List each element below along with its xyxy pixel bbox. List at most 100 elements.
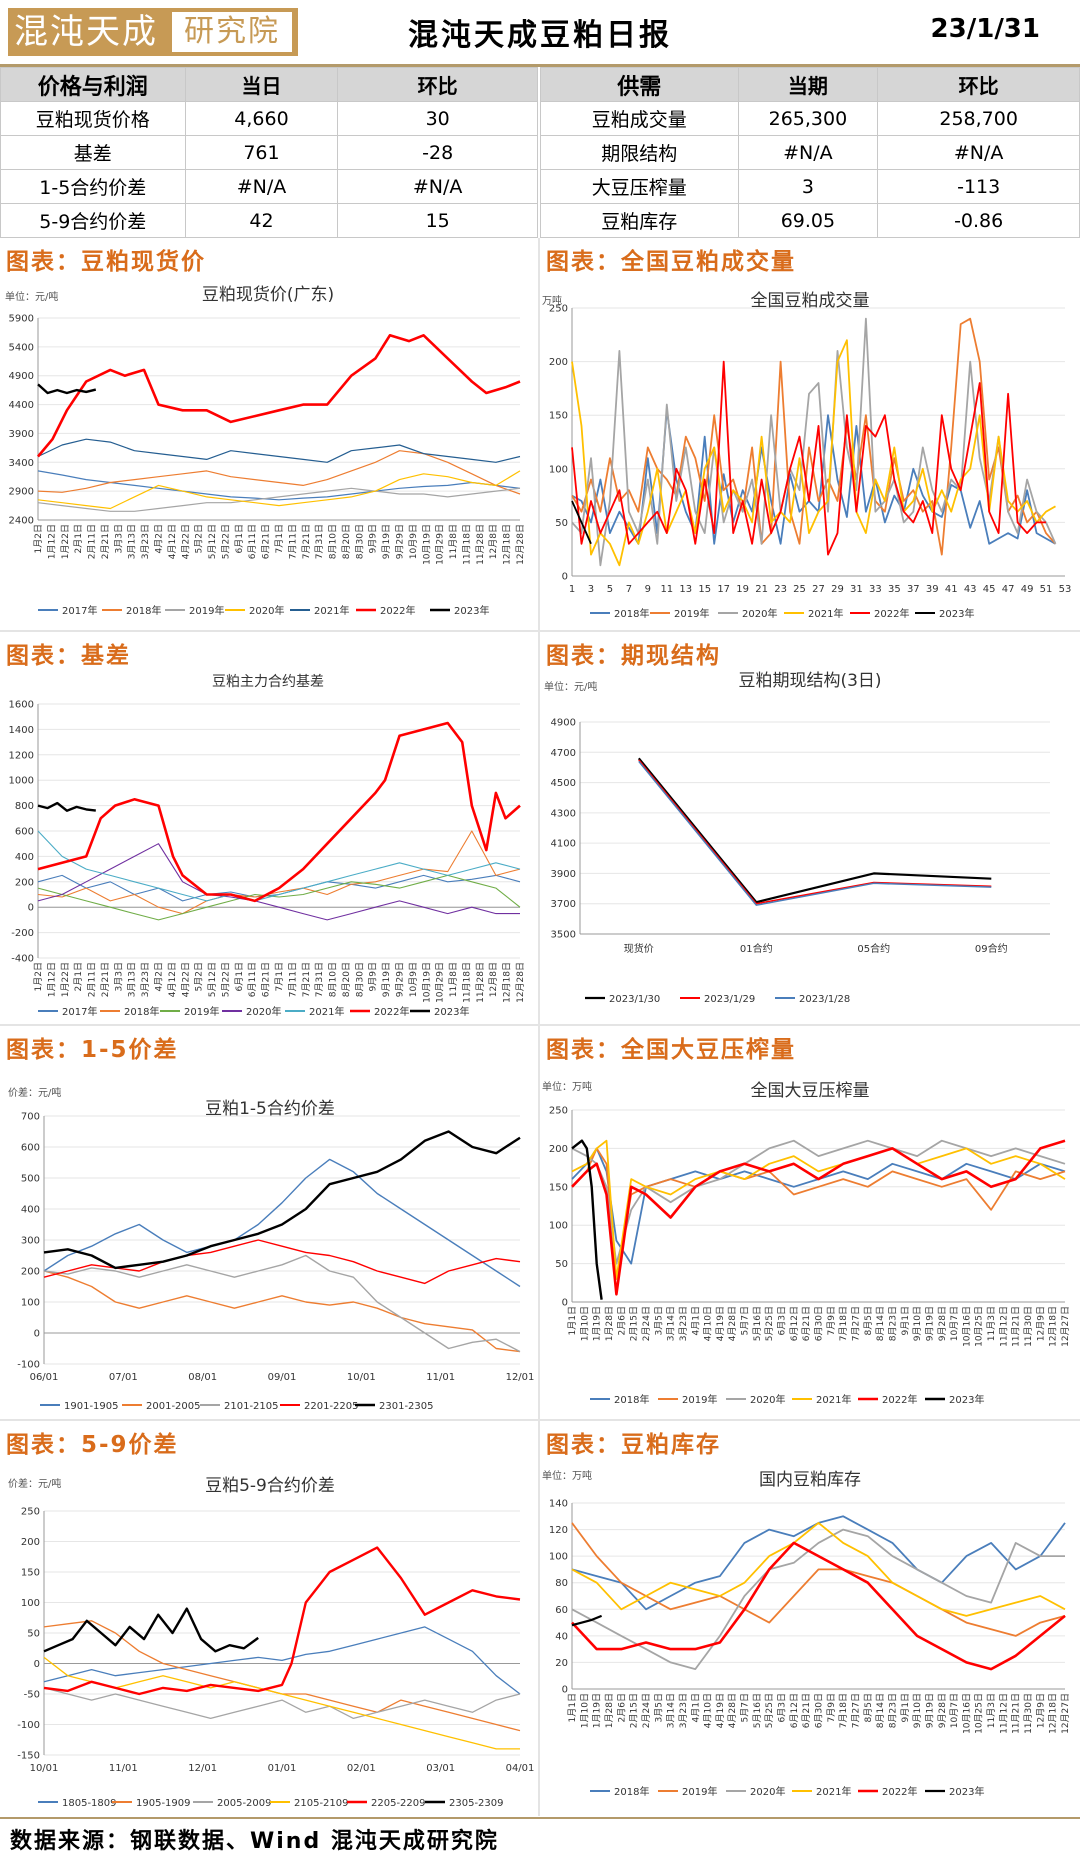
spread-5-9-chart: 豆粕5-9合约价差 价差：元/吨 -150 -100 -50 0 50 100 150 200 25… <box>8 1476 535 1809</box>
legend-label: 2021年 <box>816 1393 851 1406</box>
series-line-2018年 <box>37 830 521 915</box>
x-tick-label: 27 <box>812 584 825 595</box>
x-tick-label: 11月3日 <box>986 1693 997 1728</box>
x-tick-label: 39 <box>926 584 939 595</box>
x-tick-label: 2月11日 <box>87 524 98 559</box>
panel-title: 图表：1-5价差 <box>6 1037 179 1063</box>
metric-value: 69.05 <box>737 203 879 238</box>
crush-volume-chart-panel: 图表：全国大豆压榨量 全国大豆压榨量 单位：万吨 0 50 100 150 200 250 1月… <box>540 1026 1080 1419</box>
x-tick-label: 3月5日 <box>653 1693 664 1722</box>
series-line-2101-2105 <box>43 1254 521 1353</box>
legend-label: 2022年 <box>374 1005 409 1018</box>
x-tick-label: 51 <box>1040 584 1053 595</box>
panel-title: 图表：豆粕现货价 <box>6 249 206 275</box>
x-tick-label: 1 <box>569 584 575 595</box>
series-line-2020年 <box>571 1528 1065 1670</box>
x-tick-label: 2月24日 <box>641 1306 652 1341</box>
x-tick-label: 1月19日 <box>592 1693 603 1728</box>
x-tick-label: 7月27日 <box>850 1306 861 1341</box>
x-tick-label: 9月19日 <box>924 1306 935 1341</box>
x-tick-label: 03/01 <box>426 1763 455 1774</box>
x-tick-label: 5月2日 <box>194 962 205 991</box>
y-tick-label: 40 <box>555 1631 568 1642</box>
y-tick-label: -50 <box>24 1690 40 1701</box>
y-tick-label: 3900 <box>9 429 34 440</box>
x-tick-label: 11月21日 <box>1011 1693 1022 1734</box>
x-tick-label: 01合约 <box>740 942 773 955</box>
x-tick-label: 8月30日 <box>354 962 365 997</box>
x-tick-label: 53 <box>1059 584 1072 595</box>
y-tick-label: 120 <box>549 1525 568 1536</box>
x-tick-label: 9月9日 <box>368 524 379 553</box>
x-tick-label: 11月30日 <box>1023 1693 1034 1734</box>
y-tick-label: 800 <box>15 801 34 812</box>
legend-label: 1905-1909 <box>136 1798 191 1809</box>
x-tick-label: 12月18日 <box>502 962 513 1003</box>
legend-label: 2001-2005 <box>146 1401 201 1412</box>
y-tick-label: 1400 <box>9 725 34 736</box>
y-tick-label: 4100 <box>551 839 576 850</box>
y-tick-label: 150 <box>21 1568 40 1579</box>
x-tick-label: 2月15日 <box>629 1693 640 1728</box>
y-tick-label: 600 <box>15 827 34 838</box>
x-tick-label: 2月6日 <box>616 1306 627 1335</box>
legend-label: 2020年 <box>246 1005 281 1018</box>
x-tick-label: 4月2日 <box>154 962 165 991</box>
legend-label: 2023年 <box>434 1005 469 1018</box>
y-tick-label: -150 <box>17 1751 40 1762</box>
x-tick-label: 5月22日 <box>220 524 231 559</box>
y-tick-label: 400 <box>15 852 34 863</box>
x-tick-label: 7月18日 <box>838 1306 849 1341</box>
legend-label: 2020年 <box>750 1393 785 1406</box>
series-line-2017年 <box>37 470 521 501</box>
series-line-2023年 <box>571 1614 603 1627</box>
x-tick-label: 04/01 <box>506 1763 535 1774</box>
series-line-2023年 <box>571 1139 603 1300</box>
x-tick-label: 4月2日 <box>154 524 165 553</box>
legend-label: 2022年 <box>882 1785 917 1798</box>
y-tick-label: 100 <box>21 1598 40 1609</box>
x-tick-label: 21 <box>755 584 768 595</box>
x-tick-label: 43 <box>964 584 977 595</box>
x-tick-label: 5月12日 <box>207 962 218 997</box>
x-tick-label: 2月15日 <box>629 1306 640 1341</box>
series-line-2019年 <box>37 874 521 921</box>
metric-change: -113 <box>877 169 1080 204</box>
y-tick-label: -100 <box>17 1720 40 1731</box>
x-tick-label: 3月13日 <box>127 524 138 559</box>
x-tick-label: 2月1日 <box>73 962 84 991</box>
series-line-2205-2209 <box>43 1546 521 1696</box>
table-header-row: 供需 当期 环比 <box>540 67 1080 102</box>
x-tick-label: 12月28日 <box>515 962 526 1003</box>
series-line-2021年 <box>37 830 521 902</box>
chart-title: 全国豆粕成交量 <box>751 291 870 311</box>
metric-name: 期限结构 <box>540 135 739 170</box>
x-tick-label: 1月1日 <box>567 1693 578 1722</box>
x-tick-label: 4月1日 <box>690 1693 701 1722</box>
x-tick-label: 现货价 <box>624 942 654 955</box>
x-tick-label: 5月22日 <box>220 962 231 997</box>
price-profit-table: 价格与利润 当日 环比 豆粕现货价格 4,660 30 基差 761 -28 1… <box>0 67 538 238</box>
x-tick-label: 11月21日 <box>1011 1306 1022 1347</box>
legend-label: 2005-2009 <box>217 1798 272 1809</box>
logo-box: 研究院 <box>172 12 292 52</box>
table-header-cell: 环比 <box>877 67 1080 102</box>
series-line-2023/1/30 <box>637 757 992 904</box>
x-tick-label: 1月28日 <box>604 1306 615 1341</box>
chart-title: 豆粕主力合约基差 <box>212 673 324 690</box>
legend-label: 2023年 <box>454 604 489 617</box>
crush-volume-chart: 全国大豆压榨量 单位：万吨 0 50 100 150 200 250 1月1日 1月10日 1月19… <box>542 1080 1071 1406</box>
legend-label: 2022年 <box>882 1393 917 1406</box>
row-divider <box>0 1024 1080 1026</box>
series-line-2020年 <box>37 843 520 921</box>
x-tick-label: 4月28日 <box>727 1306 738 1341</box>
column-divider <box>538 238 540 1816</box>
x-tick-label: 41 <box>945 584 958 595</box>
report-title: 混沌天成豆粕日报 <box>408 18 672 53</box>
metric-change: #N/A <box>337 169 538 204</box>
x-tick-label: 9月19日 <box>924 1693 935 1728</box>
x-tick-label: 7月1日 <box>274 962 285 991</box>
legend-label: 2021年 <box>808 607 843 620</box>
x-tick-label: 11月12日 <box>998 1693 1009 1734</box>
table-header-cell: 供需 <box>540 67 739 102</box>
